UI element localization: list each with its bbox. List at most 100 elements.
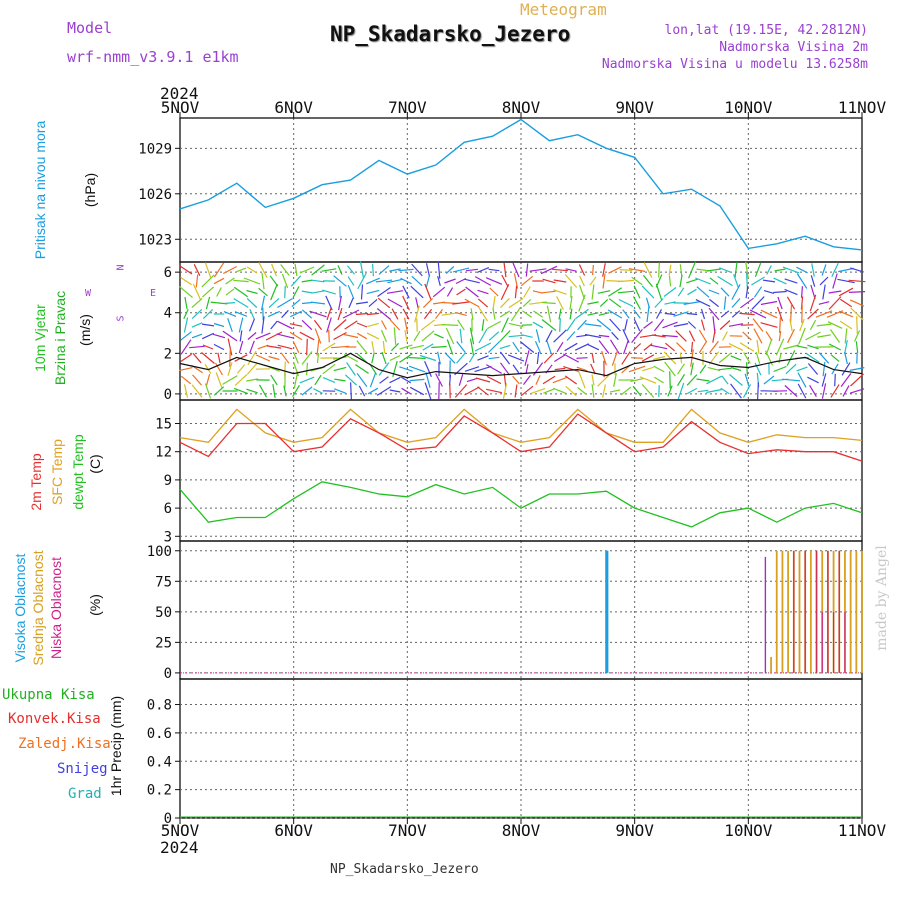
wind-arrow (334, 388, 346, 394)
wind-arrow (377, 287, 391, 297)
wind-arrow (798, 327, 806, 345)
wind-arrow (525, 363, 529, 375)
wind-arrow (333, 319, 347, 331)
wind-arrow (422, 297, 434, 309)
wind-arrow (409, 386, 425, 396)
wind-arrow (234, 374, 248, 386)
wind-arrow (532, 290, 544, 294)
wind-arrow (379, 376, 389, 384)
wind-arrow (292, 384, 300, 398)
wind-arrow (669, 371, 671, 389)
wind-arrow (687, 321, 697, 329)
wind-arrow (762, 279, 776, 283)
y-tick-label: 1026 (138, 187, 172, 203)
wind-arrow (424, 361, 432, 377)
wind-arrow (611, 350, 619, 366)
wind-arrow (760, 309, 778, 319)
wind-arrow (642, 274, 654, 288)
wind-arrow (283, 385, 287, 397)
wind-arrow (486, 364, 502, 374)
y-tick-label: 0.2 (147, 783, 172, 799)
wind-arrow (214, 362, 224, 376)
wind-arrow (564, 342, 578, 352)
wind-arrow (402, 308, 410, 320)
wind-arrow (631, 357, 643, 359)
wind-arrow (514, 384, 518, 398)
date-tick-bottom: 6NOV (274, 821, 313, 840)
wind-arrow (700, 319, 706, 331)
wind-ylabel: 10m Vjetar (32, 304, 48, 372)
wind-arrow (301, 386, 313, 396)
wind-arrow (310, 301, 326, 305)
wind-arrow (556, 341, 564, 353)
wind-arrow (554, 367, 566, 371)
wind-arrow (512, 375, 520, 385)
wind-arrow (464, 278, 480, 284)
wind-arrow (281, 309, 289, 319)
wind-arrow (485, 277, 503, 285)
wind-arrow (356, 372, 368, 388)
wind-arrow (522, 310, 532, 318)
wind-arrow (411, 263, 423, 277)
wind-arrow (399, 366, 413, 372)
wind-arrow (789, 319, 793, 331)
wind-arrow (311, 264, 325, 276)
wind-arrow (784, 288, 798, 296)
date-tick-bottom: 8NOV (502, 821, 541, 840)
wind-arrow (850, 373, 864, 387)
wind-arrow (255, 332, 271, 340)
wind-arrow (246, 388, 258, 394)
wind-arrow (343, 333, 359, 339)
wind-arrow (619, 269, 633, 271)
wind-arrow (466, 377, 478, 383)
y-tick-label: 12 (155, 445, 172, 461)
wind-arrow (730, 355, 742, 361)
wind-arrow (621, 351, 631, 365)
y-tick-label: 0 (164, 666, 172, 682)
wind-arrow (272, 384, 276, 398)
wind-arrow (699, 364, 707, 374)
wind-arrow (247, 332, 257, 340)
wind-arrow (389, 376, 401, 384)
wind-arrow (445, 266, 455, 274)
wind-arrow (180, 353, 192, 363)
wind-arrow (192, 374, 202, 386)
wind-arrow (584, 323, 602, 327)
wind-arrow (668, 264, 672, 276)
wind-arrow (662, 321, 678, 329)
wind-arrow (446, 339, 454, 355)
wind-arrow (848, 279, 866, 283)
wind-arrow (763, 290, 775, 294)
wind-arrow (477, 386, 489, 396)
wind-arrow (389, 389, 401, 393)
wind-arrow (742, 331, 752, 341)
wind-arrow (238, 317, 244, 333)
wind-arrow (667, 385, 673, 397)
wind-arrow (609, 318, 621, 332)
wind-arrow (805, 331, 821, 341)
y-tick-label: 75 (155, 574, 172, 590)
wind-arrow (535, 375, 541, 385)
date-tick-bottom: 5NOV (161, 821, 200, 840)
wind-arrow (746, 362, 748, 376)
lonlat-text: lon,lat (19.15E, 42.2812N) (664, 23, 869, 38)
wind-arrow (853, 330, 861, 342)
wind-arrow (503, 262, 507, 278)
wind-arrow (248, 318, 256, 332)
wind-arrow (728, 343, 744, 351)
wind-arrow (313, 388, 323, 394)
wind-arrow (709, 340, 719, 354)
wind-arrow (350, 382, 352, 400)
wind-arrow (576, 366, 588, 372)
wind-arrow (235, 267, 247, 273)
wind-arrow (782, 266, 800, 274)
wind-arrow (316, 352, 320, 364)
wind-arrow (386, 290, 404, 294)
wind-arrow (485, 388, 503, 394)
wind-arrow (508, 297, 524, 309)
wind-arrow (751, 296, 765, 310)
y-tick-label: 9 (164, 473, 172, 489)
wind-arrow (552, 268, 568, 272)
wind-arrow (617, 279, 635, 283)
wind-arrow (400, 376, 412, 384)
